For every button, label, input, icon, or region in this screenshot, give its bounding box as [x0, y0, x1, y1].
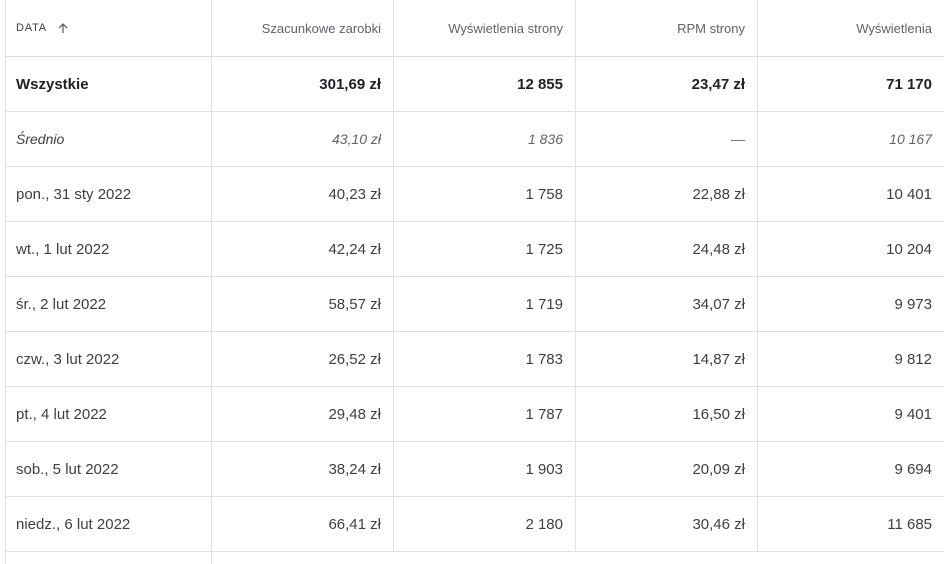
row-impressions: 9 812 [757, 332, 944, 386]
row-impressions: 9 401 [757, 387, 944, 441]
total-page-rpm: 23,47 zł [575, 57, 757, 111]
total-earnings: 301,69 zł [211, 57, 393, 111]
sort-ascending-icon[interactable] [57, 22, 69, 34]
row-page-views: 1 725 [393, 222, 575, 276]
row-page-rpm: 22,88 zł [575, 167, 757, 221]
row-page-views: 1 903 [393, 442, 575, 496]
row-earnings: 58,57 zł [211, 277, 393, 331]
row-page-views: 1 783 [393, 332, 575, 386]
table-header-row: DATA Szacunkowe zarobki Wyświetlenia str… [5, 0, 944, 57]
footer-cell-left [5, 552, 211, 564]
average-row: Średnio 43,10 zł 1 836 — 10 167 [5, 112, 944, 167]
row-page-rpm: 16,50 zł [575, 387, 757, 441]
total-label: Wszystkie [5, 57, 211, 111]
table-row: sob., 5 lut 2022 38,24 zł 1 903 20,09 zł… [5, 442, 944, 497]
row-page-rpm: 14,87 zł [575, 332, 757, 386]
table-row: śr., 2 lut 2022 58,57 zł 1 719 34,07 zł … [5, 277, 944, 332]
row-impressions: 9 694 [757, 442, 944, 496]
row-date: niedz., 6 lut 2022 [5, 497, 211, 551]
row-page-rpm: 24,48 zł [575, 222, 757, 276]
row-earnings: 38,24 zł [211, 442, 393, 496]
table-row: pt., 4 lut 2022 29,48 zł 1 787 16,50 zł … [5, 387, 944, 442]
average-label: Średnio [5, 112, 211, 166]
table-footer [5, 552, 944, 564]
row-earnings: 66,41 zł [211, 497, 393, 551]
total-page-views: 12 855 [393, 57, 575, 111]
column-header-date[interactable]: DATA [5, 0, 211, 56]
row-date: czw., 3 lut 2022 [5, 332, 211, 386]
row-date: pt., 4 lut 2022 [5, 387, 211, 441]
row-page-views: 1 758 [393, 167, 575, 221]
table-row: wt., 1 lut 2022 42,24 zł 1 725 24,48 zł … [5, 222, 944, 277]
row-impressions: 11 685 [757, 497, 944, 551]
average-impressions: 10 167 [757, 112, 944, 166]
total-row: Wszystkie 301,69 zł 12 855 23,47 zł 71 1… [5, 57, 944, 112]
table-row: czw., 3 lut 2022 26,52 zł 1 783 14,87 zł… [5, 332, 944, 387]
row-earnings: 42,24 zł [211, 222, 393, 276]
average-earnings: 43,10 zł [211, 112, 393, 166]
column-header-date-label: DATA [16, 22, 47, 34]
column-header-page-rpm[interactable]: RPM strony [575, 0, 757, 56]
column-header-page-views[interactable]: Wyświetlenia strony [393, 0, 575, 56]
table-row: pon., 31 sty 2022 40,23 zł 1 758 22,88 z… [5, 167, 944, 222]
report-table: DATA Szacunkowe zarobki Wyświetlenia str… [5, 0, 944, 564]
average-page-views: 1 836 [393, 112, 575, 166]
footer-cell-right [211, 552, 944, 564]
row-impressions: 10 401 [757, 167, 944, 221]
table-row: niedz., 6 lut 2022 66,41 zł 2 180 30,46 … [5, 497, 944, 552]
row-earnings: 29,48 zł [211, 387, 393, 441]
average-page-rpm: — [575, 112, 757, 166]
row-impressions: 10 204 [757, 222, 944, 276]
column-header-earnings[interactable]: Szacunkowe zarobki [211, 0, 393, 56]
total-impressions: 71 170 [757, 57, 944, 111]
row-page-views: 2 180 [393, 497, 575, 551]
row-earnings: 40,23 zł [211, 167, 393, 221]
row-page-views: 1 719 [393, 277, 575, 331]
row-page-rpm: 34,07 zł [575, 277, 757, 331]
row-date: śr., 2 lut 2022 [5, 277, 211, 331]
row-date: pon., 31 sty 2022 [5, 167, 211, 221]
row-date: wt., 1 lut 2022 [5, 222, 211, 276]
row-earnings: 26,52 zł [211, 332, 393, 386]
column-header-impressions[interactable]: Wyświetlenia [757, 0, 944, 56]
row-date: sob., 5 lut 2022 [5, 442, 211, 496]
row-impressions: 9 973 [757, 277, 944, 331]
row-page-rpm: 20,09 zł [575, 442, 757, 496]
row-page-rpm: 30,46 zł [575, 497, 757, 551]
row-page-views: 1 787 [393, 387, 575, 441]
